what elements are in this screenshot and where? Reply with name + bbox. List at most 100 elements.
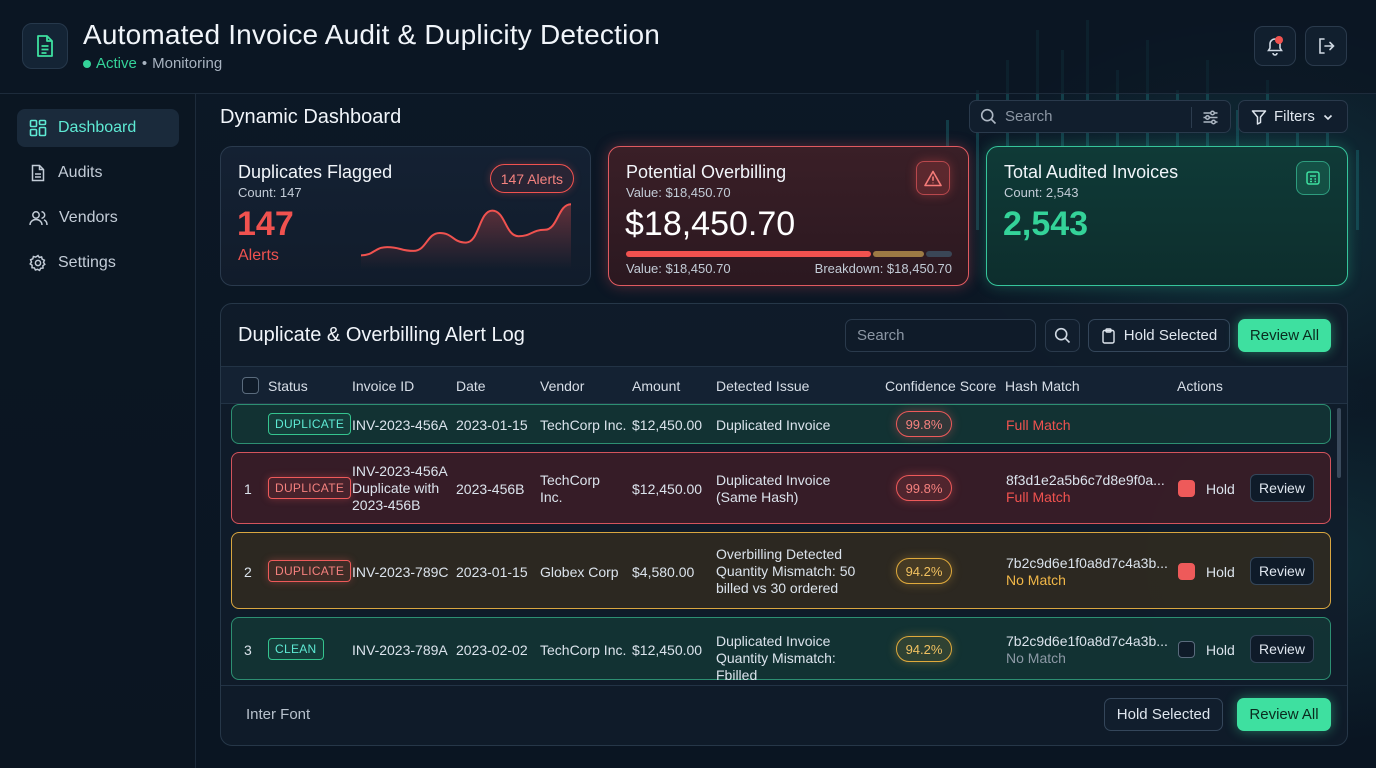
- hash-value: 7b2c9d6e1f0a8d7c4a3b...: [1006, 555, 1168, 571]
- monitoring-status: Active • Monitoring: [83, 55, 222, 72]
- hold-checkbox[interactable]: [1178, 641, 1195, 658]
- search-icon: [980, 108, 997, 125]
- document-logo-icon: [22, 23, 68, 69]
- users-icon: [29, 211, 48, 226]
- review-all-button[interactable]: Review All: [1238, 319, 1331, 352]
- detected-issue: Duplicated Invoice Quantity Mismatch: Fb…: [716, 633, 836, 683]
- column-header-date: Date: [456, 378, 486, 394]
- table-scrollbar[interactable]: [1337, 408, 1341, 478]
- sidebar: Dashboard Audits Vendors Settings: [0, 94, 196, 768]
- filters-button[interactable]: Filters: [1238, 100, 1348, 133]
- column-header-confidence: Confidence Score: [885, 378, 997, 394]
- sidebar-item-label: Audits: [58, 164, 103, 181]
- detected-issue: Overbilling Detected Quantity Mismatch: …: [716, 546, 856, 596]
- hash-match-status: No Match: [1006, 650, 1066, 666]
- column-header-amount: Amount: [632, 378, 681, 394]
- sliders-icon[interactable]: [1202, 109, 1219, 126]
- status-badge: DUPLICATE: [268, 413, 352, 435]
- notification-dot: [1275, 36, 1283, 44]
- card-title: Duplicates Flagged: [238, 162, 393, 182]
- alert-log-panel: Duplicate & Overbilling Alert Log Hold S…: [220, 303, 1348, 746]
- alert-log-search-input[interactable]: [845, 319, 1036, 352]
- card-subtitle: Value: $18,450.70: [626, 185, 731, 200]
- status-badge: CLEAN: [268, 638, 324, 660]
- notifications-button[interactable]: [1254, 26, 1296, 66]
- hash-value: 8f3d1e2a5b6c7d8e9f0a...: [1006, 472, 1165, 488]
- invoice-date: 2023-01-15: [456, 564, 528, 580]
- sidebar-item-label: Dashboard: [58, 119, 137, 136]
- review-button[interactable]: Review: [1250, 635, 1314, 663]
- footer-review-all-button[interactable]: Review All: [1237, 698, 1331, 731]
- document-icon: [31, 164, 45, 182]
- dashboard-search-input[interactable]: [1005, 108, 1185, 125]
- alert-log-search-button[interactable]: [1045, 319, 1080, 352]
- breakdown-segment-remainder: [926, 251, 952, 257]
- status-monitoring-label: Monitoring: [152, 55, 223, 72]
- vendor-name: TechCorp Inc.: [540, 417, 627, 433]
- sidebar-item-vendors[interactable]: Vendors: [17, 199, 179, 237]
- breakdown-value-label: Value: $18,450.70: [626, 261, 731, 276]
- sidebar-item-label: Settings: [58, 254, 116, 271]
- confidence-score: 94.2%: [896, 558, 952, 584]
- alert-log-title: Duplicate & Overbilling Alert Log: [238, 324, 525, 346]
- card-title: Total Audited Invoices: [1004, 162, 1179, 182]
- duplicates-flagged-card: Duplicates Flagged Count: 147 147 Alerts…: [220, 146, 591, 286]
- overbilling-value: $18,450.70: [625, 205, 796, 243]
- sidebar-item-label: Vendors: [59, 209, 118, 226]
- hold-label: Hold: [1206, 481, 1235, 497]
- sparkline-line: [360, 203, 572, 257]
- review-button[interactable]: Review: [1250, 474, 1314, 502]
- column-header-detected-issue: Detected Issue: [716, 378, 810, 394]
- table-row[interactable]: 3 CLEAN INV-2023-789A 2023-02-02 TechCor…: [231, 617, 1331, 683]
- hold-selected-button[interactable]: Hold Selected: [1088, 319, 1230, 352]
- sidebar-item-dashboard[interactable]: Dashboard: [17, 109, 179, 147]
- alerts-badge[interactable]: 147 Alerts: [489, 164, 574, 193]
- dashboard-search[interactable]: [969, 100, 1231, 133]
- vendor-name: TechCorp Inc.: [540, 642, 627, 658]
- app-title: Automated Invoice Audit & Duplicity Dete…: [83, 19, 661, 50]
- column-header-hash-match: Hash Match: [1005, 378, 1080, 394]
- table-header: Status Invoice ID Date Vendor Amount Det…: [221, 366, 1347, 404]
- status-badge: DUPLICATE: [268, 477, 352, 499]
- table-row[interactable]: DUPLICATE INV-2023-456A 2023-01-15 TechC…: [231, 404, 1331, 444]
- detected-issue: Duplicated Invoice (Same Hash): [716, 472, 831, 505]
- invoice-date: 2023-01-15: [456, 417, 528, 433]
- vendor-name: Globex Corp: [540, 564, 619, 580]
- sidebar-item-settings[interactable]: Settings: [17, 244, 179, 282]
- invoice-amount: $4,580.00: [632, 564, 695, 580]
- card-subtitle: Count: 2,543: [1004, 185, 1079, 200]
- hold-checkbox[interactable]: [1178, 480, 1195, 497]
- hold-checkbox[interactable]: [1178, 563, 1195, 580]
- row-number: 3: [244, 642, 252, 658]
- total-audited-card: Total Audited Invoices Count: 2,543 2,54…: [986, 146, 1348, 286]
- invoice-id: INV-2023-456A Duplicate with 2023-456B: [352, 463, 447, 513]
- hold-label: Hold: [1206, 642, 1235, 658]
- audited-count: 2,543: [1003, 205, 1089, 243]
- column-header-actions: Actions: [1177, 378, 1223, 394]
- invoice-id: INV-2023-456A: [352, 417, 448, 433]
- gear-icon: [29, 254, 46, 272]
- select-all-checkbox[interactable]: [242, 377, 259, 394]
- column-header-invoice-id: Invoice ID: [352, 378, 415, 394]
- breakdown-total-label: Breakdown: $18,450.70: [814, 261, 952, 276]
- footer-hold-selected-button[interactable]: Hold Selected: [1104, 698, 1223, 731]
- invoice-date: 2023-456B: [456, 481, 525, 497]
- clipboard-icon: [1102, 327, 1115, 344]
- table-row[interactable]: 1 DUPLICATE INV-2023-456A Duplicate with…: [231, 452, 1331, 524]
- breakdown-segment-primary: [626, 251, 871, 257]
- table-row[interactable]: 2 DUPLICATE INV-2023-789C 2023-01-15 Glo…: [231, 532, 1331, 609]
- sidebar-item-audits[interactable]: Audits: [17, 154, 179, 192]
- hash-match-status: Full Match: [1006, 417, 1071, 433]
- invoice-amount: $12,450.00: [632, 642, 703, 658]
- card-title: Potential Overbilling: [626, 162, 787, 182]
- logout-icon: [1319, 38, 1335, 54]
- logout-button[interactable]: [1305, 26, 1347, 66]
- overbilling-breakdown-bar: [626, 251, 952, 257]
- breakdown-segment-secondary: [872, 251, 925, 257]
- filters-label: Filters: [1274, 108, 1315, 125]
- column-header-vendor: Vendor: [540, 378, 585, 394]
- footer-note: Inter Font: [246, 706, 311, 723]
- review-button[interactable]: Review: [1250, 557, 1314, 585]
- hold-label: Hold: [1206, 564, 1235, 580]
- invoice-id: INV-2023-789C: [352, 564, 449, 580]
